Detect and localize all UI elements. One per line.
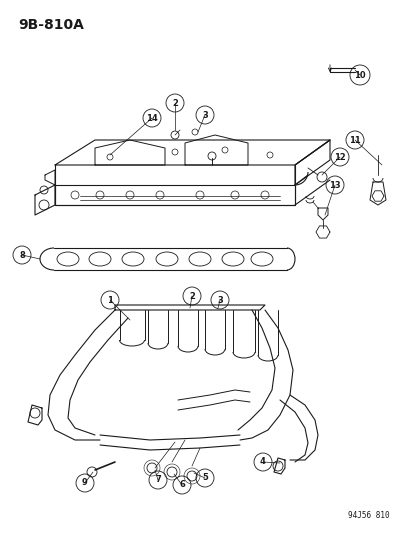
Text: 4: 4 xyxy=(259,457,265,466)
Text: 10: 10 xyxy=(354,70,365,79)
Text: 8: 8 xyxy=(19,251,25,260)
Text: 3: 3 xyxy=(202,110,207,119)
Text: 14: 14 xyxy=(146,114,157,123)
Text: 13: 13 xyxy=(328,181,340,190)
Text: 6: 6 xyxy=(179,481,185,489)
Text: 5: 5 xyxy=(202,473,207,482)
Text: 3: 3 xyxy=(216,295,222,304)
Text: 12: 12 xyxy=(333,152,345,161)
Text: 94J56 810: 94J56 810 xyxy=(347,511,389,520)
Text: 7: 7 xyxy=(155,475,161,484)
Text: 11: 11 xyxy=(348,135,360,144)
Text: 9B-810A: 9B-810A xyxy=(18,18,84,32)
Text: 1: 1 xyxy=(107,295,113,304)
Text: 9: 9 xyxy=(82,479,88,488)
Text: 2: 2 xyxy=(172,99,178,108)
Text: 2: 2 xyxy=(189,292,195,301)
